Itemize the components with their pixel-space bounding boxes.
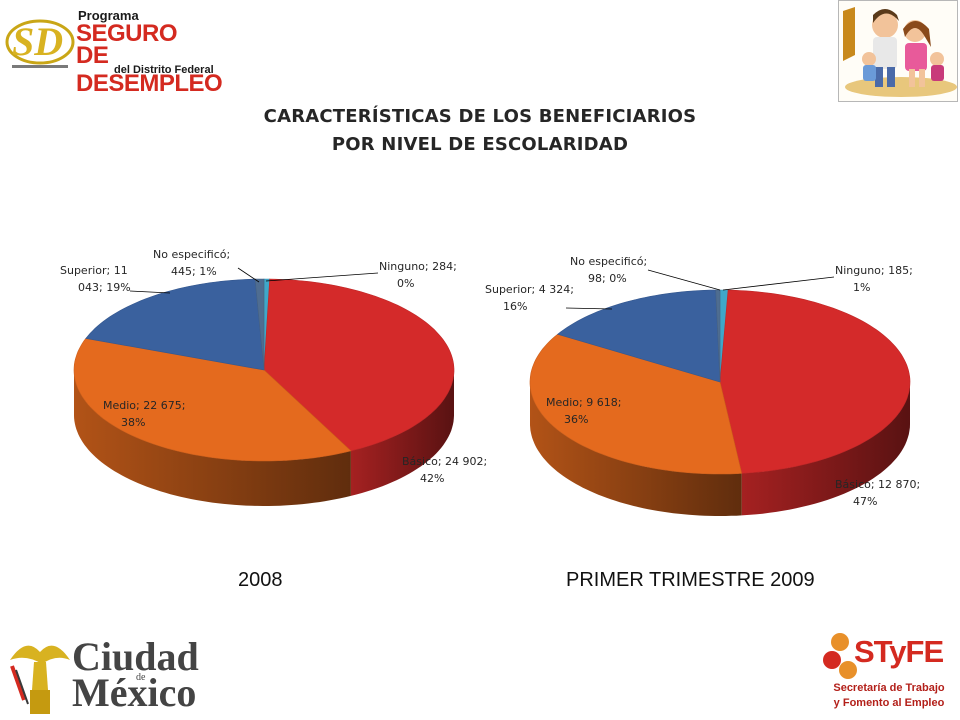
styfe-line-2: y Fomento al Empleo xyxy=(833,697,945,709)
chart-title-line-2: POR NIVEL DE ESCOLARIDAD xyxy=(331,134,629,155)
slice-medio-2008 xyxy=(73,338,352,462)
data-label-superior-2008-line-1: Superior; 11 xyxy=(60,264,128,277)
styfe-line-1: Secretaría de Trabajo xyxy=(833,682,945,694)
styfe-acronym: STyFE xyxy=(854,634,944,669)
slice-basico-2009 xyxy=(719,289,911,474)
logo-desempleo-text: DE DESEMPLEO xyxy=(76,42,223,97)
sd-emblem-icon: SD xyxy=(5,19,75,68)
slice-basico-2008 xyxy=(263,278,455,452)
data-label-basico-2008-line-2: 42% xyxy=(420,472,444,485)
slice-no-especifico-2008 xyxy=(254,278,265,371)
slice-side-medio-2008 xyxy=(74,370,351,506)
leader-line-no-especifico-2009 xyxy=(647,269,721,291)
slice-side-basico-2009 xyxy=(741,382,910,516)
angel-monument-icon xyxy=(10,645,70,714)
data-label-ninguno-2008-line-1: Ninguno; 284; xyxy=(379,260,457,273)
data-label-ninguno-2009-line-2: 1% xyxy=(853,281,870,294)
chart-title-line-1: CARACTERÍSTICAS DE LOS BENEFICIARIOS xyxy=(263,106,697,127)
family-icon xyxy=(843,7,957,97)
styfe-emblem-icon xyxy=(823,633,857,679)
logo-initials: SD xyxy=(12,19,63,64)
cdmx-word-ciudad: Ciudad xyxy=(72,634,199,679)
slice-superior-2009 xyxy=(556,289,721,383)
data-label-basico-2008-line-1: Básico; 24 902; xyxy=(402,455,487,468)
data-label-no-especifico-2008-line-1: No especificó; xyxy=(153,248,230,261)
pie-chart-2008: Ninguno; 284; 0% Básico; 24 902; 42% Medio; … xyxy=(60,248,487,506)
data-label-no-especifico-2009-line-2: 98; 0% xyxy=(588,272,627,285)
data-label-medio-2008-line-2: 38% xyxy=(121,416,145,429)
data-label-no-especifico-2008-line-2: 445; 1% xyxy=(171,265,217,278)
leader-line-ninguno-2008 xyxy=(265,272,379,282)
data-label-medio-2009-line-1: Medio; 9 618; xyxy=(546,396,621,409)
data-label-superior-2009-line-1: Superior; 4 324; xyxy=(485,283,574,296)
leader-line-no-especifico-2008 xyxy=(237,267,260,283)
caption-2008: 2008 xyxy=(238,569,283,591)
cdmx-word-de: de xyxy=(136,672,146,683)
data-label-medio-2009-line-2: 36% xyxy=(564,413,588,426)
logo-seguro-text: SEGURO xyxy=(76,20,178,47)
family-illustration xyxy=(838,0,958,102)
data-label-basico-2009-line-1: Básico; 12 870; xyxy=(835,478,920,491)
logo-df-text: del Distrito Federal xyxy=(114,64,214,76)
data-label-basico-2009-line-2: 47% xyxy=(853,495,877,508)
data-label-ninguno-2009-line-1: Ninguno; 185; xyxy=(835,264,913,277)
data-label-ninguno-2008-line-2: 0% xyxy=(397,277,414,290)
styfe-logo: STyFE Secretaría de Trabajo y Fomento al… xyxy=(818,628,958,718)
logo-program-text: Programa xyxy=(78,8,139,23)
leader-line-superior-2009 xyxy=(565,307,613,310)
caption-2009: PRIMER TRIMESTRE 2009 xyxy=(566,569,815,591)
leader-line-ninguno-2009 xyxy=(722,276,835,291)
pie-chart-2009: Ninguno; 185; 1% Básico; 12 870; 47% Medio; … xyxy=(485,255,920,516)
seguro-desempleo-logo: SD Programa SEGURO DE DESEMPLEO del Dist… xyxy=(4,2,236,97)
ciudad-de-mexico-logo: Ciudad de México xyxy=(6,630,206,718)
leader-line-superior-2008 xyxy=(129,290,171,294)
slice-side-basico-2008 xyxy=(350,370,454,496)
slice-medio-2009 xyxy=(529,333,743,475)
slice-side-medio-2009 xyxy=(530,383,742,516)
data-label-no-especifico-2009-line-1: No especificó; xyxy=(570,255,647,268)
cdmx-word-mexico: México xyxy=(72,670,197,715)
data-label-superior-2009-line-2: 16% xyxy=(503,300,527,313)
data-label-superior-2008-line-2: 043; 19% xyxy=(78,281,131,294)
slice-superior-2008 xyxy=(85,278,265,371)
data-label-medio-2008-line-1: Medio; 22 675; xyxy=(103,399,185,412)
